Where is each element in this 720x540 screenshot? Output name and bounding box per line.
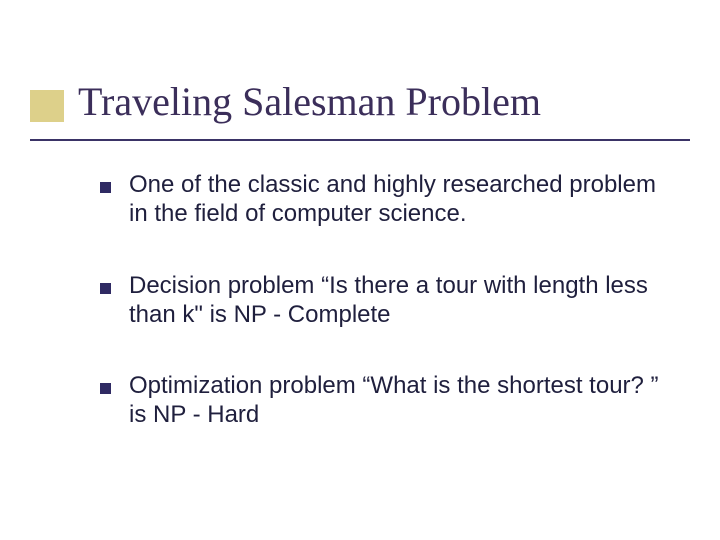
bullet-text: Optimization problem “What is the shorte…: [129, 371, 660, 430]
bullet-text: Decision problem “Is there a tour with l…: [129, 271, 660, 330]
list-item: Optimization problem “What is the shorte…: [100, 371, 660, 430]
bullet-list: One of the classic and highly researched…: [100, 170, 660, 430]
square-bullet-icon: [100, 383, 111, 394]
slide: Traveling Salesman Problem One of the cl…: [0, 0, 720, 540]
slide-title: Traveling Salesman Problem: [78, 78, 541, 125]
list-item: One of the classic and highly researched…: [100, 170, 660, 229]
square-bullet-icon: [100, 283, 111, 294]
title-underline: [30, 139, 690, 141]
list-item: Decision problem “Is there a tour with l…: [100, 271, 660, 330]
title-accent-block: [30, 90, 64, 122]
bullet-text: One of the classic and highly researched…: [129, 170, 660, 229]
square-bullet-icon: [100, 182, 111, 193]
